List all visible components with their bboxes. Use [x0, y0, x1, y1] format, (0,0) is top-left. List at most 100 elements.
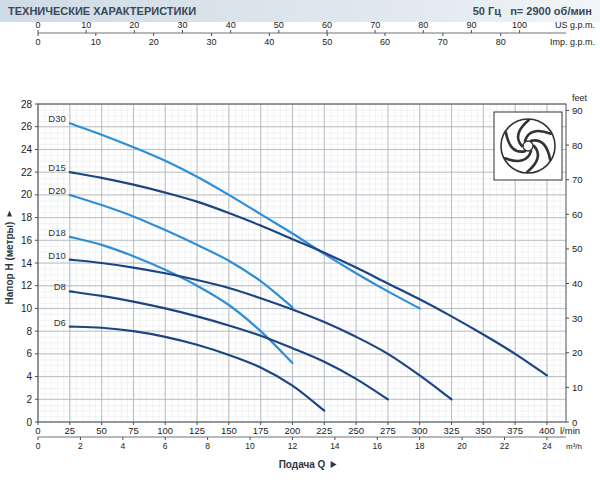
y-grid-line: [38, 376, 566, 377]
y2-tick: [566, 422, 569, 423]
x4-tick: [419, 437, 420, 440]
x2-tick-label: 10: [81, 20, 91, 30]
y2-tick: [566, 145, 569, 146]
y-tick: [35, 194, 38, 195]
icon-rim: [501, 119, 555, 173]
x2-tick-label: 60: [322, 20, 332, 30]
top-axis-line: [38, 33, 566, 34]
icon-blade: [505, 151, 531, 161]
curve-label: D18: [48, 227, 65, 238]
x2-tick: [230, 30, 231, 33]
y-tick: [35, 263, 38, 264]
x3-tick-label: 0: [35, 37, 40, 47]
y2-tick-label: 50: [572, 243, 583, 254]
y-tick: [35, 331, 38, 332]
x-tick-label: 300: [412, 425, 428, 436]
y2-tick-label: 20: [572, 347, 583, 358]
x-tick-label: 50: [96, 425, 107, 436]
x2-tick: [375, 30, 376, 33]
y2-tick: [566, 387, 569, 388]
x2-tick-label: 80: [418, 20, 428, 30]
x2-axis-title: US g.p.m.: [555, 20, 595, 30]
x2-tick: [519, 30, 520, 33]
x3-axis-title: Imp. g.p.m.: [550, 37, 595, 47]
x4-axis-title: m³/h: [566, 442, 582, 451]
x-unit-label: l/min: [560, 425, 580, 436]
curve-label: D8: [54, 281, 66, 292]
y-grid-line: [38, 263, 566, 264]
y-tick-label: 4: [26, 371, 32, 382]
plot-frame: [38, 104, 566, 422]
x-tick-label: 175: [253, 425, 269, 436]
x3-tick-label: 50: [322, 37, 332, 47]
y-tick-label: 8: [26, 326, 32, 337]
y-tick-label: 20: [21, 189, 33, 200]
curve-label: D6: [54, 317, 66, 328]
title: ТЕХНИЧЕСКИЕ ХАРАКТЕРИСТИКИ: [8, 5, 196, 17]
x2-tick-label: 90: [466, 20, 476, 30]
x4-tick-label: 24: [542, 441, 552, 451]
curve-labels: D30D15D20D18D10D8D6: [48, 113, 65, 327]
x3-tick-label: 80: [496, 37, 506, 47]
y2-tick: [566, 179, 569, 180]
x2-tick: [134, 30, 135, 33]
y-tick-label: 22: [21, 167, 33, 178]
x2-tick: [38, 30, 39, 33]
x4-axis: 024681012141618202224m³/h: [36, 437, 582, 451]
y-tick-label: 14: [21, 258, 33, 269]
y2-axis-title: feet: [572, 93, 588, 103]
y-axis-arrow: [7, 211, 12, 217]
y2-tick-label: 10: [572, 382, 583, 393]
x4-axis-line: [38, 437, 566, 438]
x3-tick-label: 70: [438, 37, 448, 47]
x-axis: 0255075100125150175200225250275300325350…: [35, 422, 580, 470]
y-grid-line: [38, 149, 566, 150]
y2-tick-label: 70: [572, 174, 583, 185]
y-tick-label: 28: [21, 99, 33, 110]
y-tick: [35, 308, 38, 309]
x2-tick-label: 30: [177, 20, 187, 30]
curve-label: D30: [48, 113, 65, 124]
y2-tick: [566, 110, 569, 111]
curve-label: D15: [48, 162, 65, 173]
y2-tick: [566, 283, 569, 284]
x4-tick: [292, 437, 293, 440]
y-tick: [35, 104, 38, 105]
x-tick-label: 150: [221, 425, 237, 436]
y-grid-line: [38, 194, 566, 195]
y-tick-label: 2: [26, 394, 32, 405]
y-grid-line: [38, 353, 566, 354]
y-tick: [35, 217, 38, 218]
icon-blade: [506, 132, 525, 151]
x-tick-label: 275: [380, 425, 396, 436]
y-tick: [35, 353, 38, 354]
x2-tick: [182, 30, 183, 33]
x3-tick: [269, 33, 270, 36]
plot-background: [38, 104, 566, 422]
x2-tick: [423, 30, 424, 33]
x2-tick-label: 0: [35, 20, 40, 30]
y2-tick-label: 30: [572, 313, 583, 324]
impeller-icon: [494, 112, 562, 180]
x3-tick: [442, 33, 443, 36]
x2-tick: [86, 30, 87, 33]
x4-tick-label: 12: [288, 441, 298, 451]
major-grid: [38, 104, 566, 422]
x4-tick: [122, 437, 123, 440]
y-tick: [35, 285, 38, 286]
y-grid-line: [38, 126, 566, 127]
x4-tick-label: 22: [500, 441, 510, 451]
x-tick-label: 375: [507, 425, 523, 436]
pump-curve: [70, 172, 547, 375]
x3-tick: [385, 33, 386, 36]
x-tick-label: 325: [444, 425, 460, 436]
x4-tick-label: 8: [205, 441, 210, 451]
y-tick-label: 10: [21, 303, 33, 314]
x3-tick-label: 10: [91, 37, 101, 47]
y-grid-line: [38, 399, 566, 400]
y-tick: [35, 149, 38, 150]
x-tick-label: 100: [157, 425, 173, 436]
y-tick: [35, 172, 38, 173]
y2-axis: 0102030405060708090feet: [566, 93, 588, 428]
x4-tick: [334, 437, 335, 440]
